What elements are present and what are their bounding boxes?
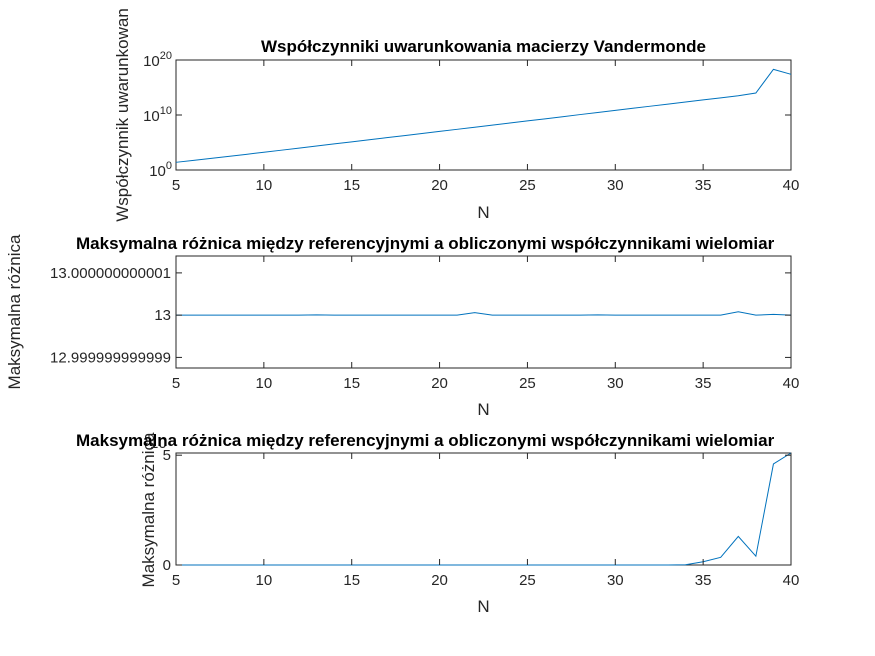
y-exponent-label-3: 10 (150, 435, 167, 452)
series-line-3 (176, 452, 792, 566)
y-tick-label: 5 (163, 447, 171, 464)
y-tick-base: 10 (143, 108, 160, 125)
y-tick-label: 100 (149, 160, 172, 180)
x-tick-label: 10 (256, 572, 273, 589)
x-axis-label-2: N (477, 400, 489, 419)
y-tick-label: 1010 (143, 105, 172, 125)
x-tick-label: 15 (343, 375, 360, 392)
x-tick-label: 25 (519, 572, 536, 589)
x-tick-label: 10 (256, 375, 273, 392)
y-tick-base: 10 (149, 163, 166, 180)
plot-area-2 (175, 255, 792, 369)
x-tick-label: 20 (431, 375, 448, 392)
chart-title-1: Współczynniki uwarunkowania macierzy Van… (261, 37, 706, 56)
x-tick-label: 40 (783, 177, 800, 194)
x-tick-label: 10 (256, 177, 273, 194)
y-tick-exponent: 20 (160, 50, 172, 62)
x-tick-label: 15 (343, 177, 360, 194)
y-tick-label: 0 (163, 557, 171, 574)
x-tick-label: 30 (607, 572, 624, 589)
y-tick-label: 13 (154, 307, 171, 324)
x-axis-label-3: N (477, 597, 489, 616)
x-tick-label: 40 (783, 572, 800, 589)
x-tick-label: 35 (695, 572, 712, 589)
x-ticks-3: 5 10 15 20 25 30 35 40 (172, 453, 800, 589)
series-line-1 (175, 68, 792, 163)
subplot-3: 10 Maksymalna różnica Maksymalna różnica… (76, 431, 799, 616)
y-tick-label: 1020 (143, 50, 172, 70)
y-axis-label-3: Maksymalna różnica (139, 432, 158, 587)
y-tick-label: 12.999999999999 (50, 349, 171, 366)
x-tick-label: 35 (695, 375, 712, 392)
y-tick-label: 13.000000000001 (50, 265, 171, 282)
plot-area-3 (175, 452, 792, 566)
x-axis-label-1: N (477, 203, 489, 222)
y-axis-label-2: Maksymalna różnica (5, 234, 24, 389)
chart-title-2: Maksymalna różnica między referencyjnymi… (76, 234, 775, 253)
subplot-2: Maksymalna różnica między referencyjnymi… (5, 234, 799, 419)
chart-title-3: Maksymalna różnica między referencyjnymi… (76, 431, 775, 450)
x-tick-label: 5 (172, 375, 180, 392)
y-ticks-3: 05 (163, 447, 791, 574)
x-tick-label: 30 (607, 177, 624, 194)
subplot-1: Współczynniki uwarunkowania macierzy Van… (113, 8, 799, 222)
x-tick-label: 35 (695, 177, 712, 194)
x-tick-label: 5 (172, 572, 180, 589)
series-line-2 (176, 311, 792, 316)
y-ticks-2: 12.999999999999 13 13.000000000001 (50, 265, 791, 366)
y-tick-exponent: 10 (160, 105, 172, 117)
x-tick-label: 20 (431, 177, 448, 194)
x-tick-label: 25 (519, 375, 536, 392)
plot-area-1 (175, 59, 792, 171)
x-tick-label: 5 (172, 177, 180, 194)
x-ticks-2: 5 10 15 20 25 30 35 40 (172, 256, 800, 392)
y-tick-base: 10 (143, 53, 160, 70)
x-tick-label: 30 (607, 375, 624, 392)
x-tick-label: 40 (783, 375, 800, 392)
y-axis-label-1: Współczynnik uwarunkowan (113, 8, 132, 222)
x-ticks-1: 5 10 15 20 25 30 35 40 (172, 60, 800, 194)
x-tick-label: 25 (519, 177, 536, 194)
x-tick-label: 15 (343, 572, 360, 589)
y-exponent-base-3: 10 (150, 435, 167, 452)
y-tick-exponent: 0 (166, 160, 172, 172)
x-tick-label: 20 (431, 572, 448, 589)
